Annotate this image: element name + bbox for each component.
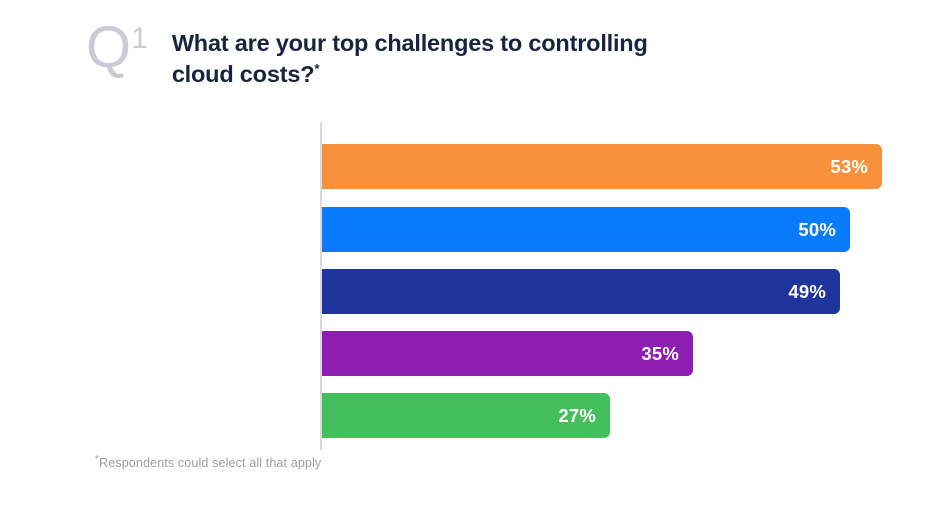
bar-value-label: 27% <box>558 404 596 426</box>
bar-value-label: 50% <box>798 218 836 240</box>
question-marker: Q 1 <box>86 15 148 80</box>
chart-axis-line <box>320 122 322 450</box>
footnote-text: Respondents could select all that apply <box>99 456 322 470</box>
bar-value-label: 49% <box>788 280 826 302</box>
chart-footnote: *Respondents could select all that apply <box>95 453 322 470</box>
bar-value-label: 53% <box>830 155 868 177</box>
title-footnote-marker: * <box>314 61 320 77</box>
bar-value-label: 35% <box>641 342 679 364</box>
title-line-1: What are your top challenges to controll… <box>171 30 648 56</box>
bar-segment: 50% <box>322 207 850 252</box>
page-title: What are your top challenges to controll… <box>172 28 648 90</box>
footnote-marker: * <box>95 453 99 465</box>
bar-segment: 53% <box>322 144 882 189</box>
bar-segment: 27% <box>322 393 610 438</box>
chart-header: Q 1 What are your top challenges to cont… <box>86 15 648 90</box>
title-line-2: cloud costs?* <box>172 59 648 90</box>
question-number: 1 <box>131 22 148 55</box>
title-line-2-text: cloud costs? <box>171 61 315 87</box>
bar-segment: 49% <box>322 269 840 314</box>
bar-segment: 35% <box>322 331 693 376</box>
question-letter: Q <box>86 15 131 80</box>
